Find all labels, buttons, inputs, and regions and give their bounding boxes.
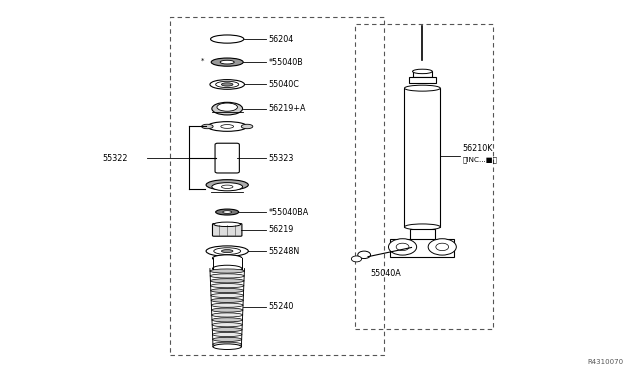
Text: 55240: 55240 bbox=[269, 302, 294, 311]
Bar bbox=[410, 229, 435, 240]
Ellipse shape bbox=[202, 124, 213, 129]
Ellipse shape bbox=[210, 80, 244, 89]
Ellipse shape bbox=[216, 209, 239, 215]
Text: 55040C: 55040C bbox=[269, 80, 300, 89]
Ellipse shape bbox=[214, 222, 241, 227]
Text: 56219+A: 56219+A bbox=[269, 104, 307, 113]
Ellipse shape bbox=[212, 333, 242, 337]
Text: 55323: 55323 bbox=[269, 154, 294, 163]
Ellipse shape bbox=[211, 279, 244, 283]
Ellipse shape bbox=[212, 102, 243, 115]
Ellipse shape bbox=[221, 250, 233, 253]
Ellipse shape bbox=[212, 313, 243, 317]
Bar bbox=[355, 24, 493, 329]
Ellipse shape bbox=[404, 85, 440, 91]
Ellipse shape bbox=[213, 344, 241, 350]
Text: 55248N: 55248N bbox=[269, 247, 300, 256]
Text: 56210K: 56210K bbox=[463, 144, 493, 153]
Text: 56219: 56219 bbox=[269, 225, 294, 234]
Circle shape bbox=[358, 251, 371, 259]
Ellipse shape bbox=[206, 246, 248, 256]
Circle shape bbox=[436, 243, 449, 251]
Bar bbox=[170, 17, 384, 355]
Ellipse shape bbox=[211, 303, 243, 307]
Ellipse shape bbox=[211, 35, 244, 43]
Ellipse shape bbox=[207, 122, 247, 131]
Text: 55322: 55322 bbox=[102, 154, 128, 163]
Ellipse shape bbox=[221, 83, 233, 86]
Text: *55040B: *55040B bbox=[269, 58, 303, 67]
Ellipse shape bbox=[211, 288, 244, 293]
Ellipse shape bbox=[211, 58, 243, 66]
Bar bbox=[404, 88, 440, 227]
Circle shape bbox=[388, 239, 417, 255]
Ellipse shape bbox=[217, 103, 237, 111]
Ellipse shape bbox=[223, 211, 232, 213]
Ellipse shape bbox=[214, 248, 241, 254]
Ellipse shape bbox=[212, 323, 243, 327]
FancyBboxPatch shape bbox=[215, 143, 239, 173]
Ellipse shape bbox=[210, 269, 244, 273]
Ellipse shape bbox=[212, 265, 242, 272]
Ellipse shape bbox=[413, 69, 432, 74]
Ellipse shape bbox=[212, 327, 242, 332]
Ellipse shape bbox=[216, 81, 239, 87]
Text: R4310070: R4310070 bbox=[588, 359, 624, 365]
Ellipse shape bbox=[212, 183, 243, 191]
Ellipse shape bbox=[221, 185, 233, 188]
Text: 56204: 56204 bbox=[269, 35, 294, 44]
Circle shape bbox=[396, 243, 409, 251]
Ellipse shape bbox=[213, 342, 241, 346]
Ellipse shape bbox=[211, 283, 244, 288]
Ellipse shape bbox=[206, 180, 248, 190]
FancyBboxPatch shape bbox=[413, 71, 432, 77]
Ellipse shape bbox=[212, 255, 242, 262]
FancyBboxPatch shape bbox=[212, 224, 242, 236]
Bar bbox=[390, 240, 454, 257]
Ellipse shape bbox=[212, 318, 243, 322]
FancyBboxPatch shape bbox=[409, 77, 436, 83]
Ellipse shape bbox=[211, 298, 243, 302]
Ellipse shape bbox=[212, 337, 242, 341]
Ellipse shape bbox=[221, 125, 234, 128]
Ellipse shape bbox=[211, 308, 243, 312]
Text: *: * bbox=[201, 57, 205, 63]
Ellipse shape bbox=[210, 274, 244, 278]
Circle shape bbox=[428, 239, 456, 255]
Text: 55040A: 55040A bbox=[370, 269, 401, 278]
Ellipse shape bbox=[211, 294, 243, 298]
Ellipse shape bbox=[220, 60, 234, 64]
Text: （INC...■）: （INC...■） bbox=[463, 156, 498, 163]
Ellipse shape bbox=[241, 124, 253, 129]
Text: *55040BA: *55040BA bbox=[269, 208, 309, 217]
Ellipse shape bbox=[404, 224, 440, 230]
Bar bbox=[212, 258, 242, 269]
Circle shape bbox=[351, 256, 362, 262]
